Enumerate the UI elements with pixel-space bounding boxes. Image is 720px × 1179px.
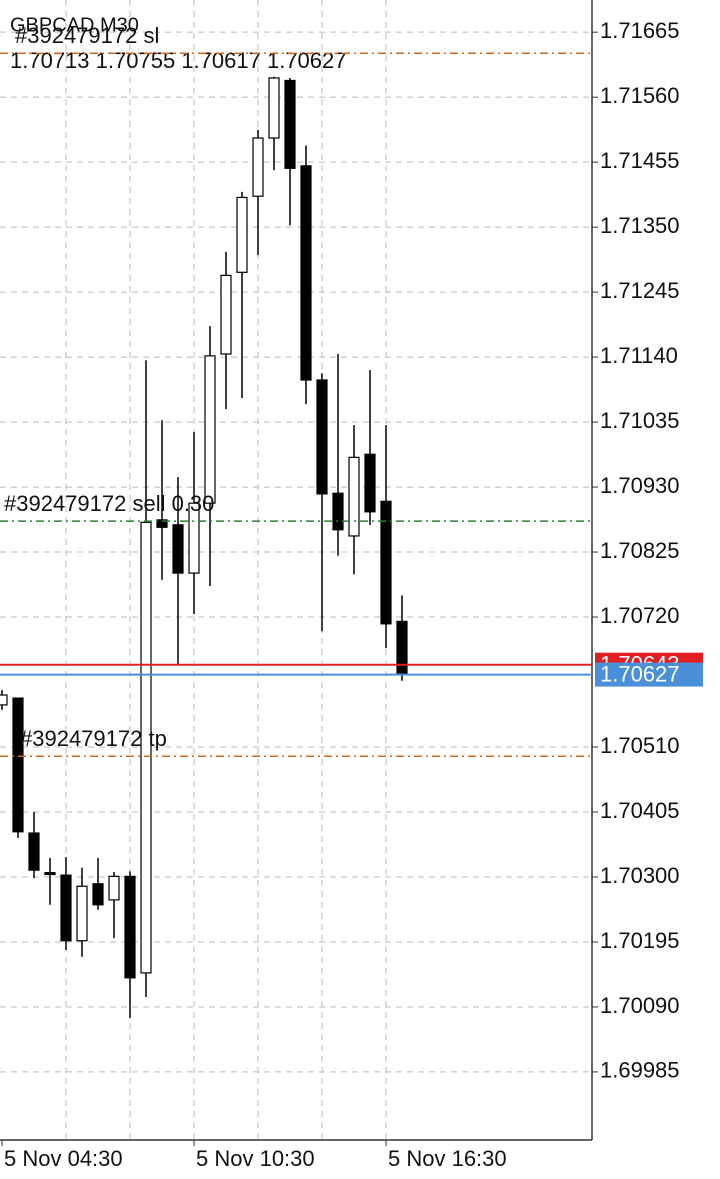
candle-body bbox=[236, 196, 248, 273]
y-tick-label: 1.70405 bbox=[600, 798, 680, 823]
y-tick-label: 1.71455 bbox=[600, 148, 680, 173]
y-tick-label: 1.69985 bbox=[600, 1058, 680, 1083]
candle-body bbox=[108, 875, 120, 901]
candle-body bbox=[76, 885, 88, 942]
y-tick-label: 1.71245 bbox=[600, 278, 680, 303]
ohlc-high: 1.70755 bbox=[96, 48, 176, 73]
candle-body bbox=[204, 355, 216, 504]
candle-body bbox=[92, 883, 104, 906]
candle-body bbox=[380, 500, 392, 625]
candle-body bbox=[140, 521, 152, 974]
candle-body bbox=[12, 697, 24, 833]
price-tag-label: 1.70627 bbox=[600, 661, 680, 686]
candle-body bbox=[300, 165, 312, 381]
chart-title: GBPCAD,M30 bbox=[10, 14, 139, 36]
ohlc-close: 1.70627 bbox=[267, 48, 347, 73]
candle-body bbox=[156, 519, 168, 528]
candle-body bbox=[268, 77, 280, 139]
candle-body bbox=[44, 872, 56, 876]
candle-body bbox=[188, 502, 200, 574]
y-tick-label: 1.70195 bbox=[600, 928, 680, 953]
level-label: #392479172 tp bbox=[20, 726, 167, 751]
y-tick-label: 1.70720 bbox=[600, 603, 680, 628]
x-tick-label: 5 Nov 10:30 bbox=[196, 1146, 315, 1171]
candle-body bbox=[396, 620, 408, 676]
candle-body bbox=[0, 694, 8, 706]
candle-body bbox=[172, 524, 184, 574]
y-tick-label: 1.70510 bbox=[600, 733, 680, 758]
level-label: #392479172 sell 0.30 bbox=[4, 491, 214, 516]
y-tick-label: 1.71560 bbox=[600, 83, 680, 108]
candle-body bbox=[284, 79, 296, 169]
candle-body bbox=[60, 874, 72, 942]
y-tick-label: 1.70930 bbox=[600, 473, 680, 498]
candle-body bbox=[220, 274, 232, 355]
candle-body bbox=[348, 456, 360, 537]
ohlc-open: 1.70713 bbox=[10, 48, 90, 73]
candle-body bbox=[124, 875, 136, 979]
candle-body bbox=[28, 832, 40, 871]
marks bbox=[0, 76, 408, 1019]
y-tick-label: 1.71140 bbox=[600, 343, 678, 368]
price-tag bbox=[595, 662, 703, 687]
level-label: #392479172 sl bbox=[15, 23, 159, 48]
ohlc-low: 1.70617 bbox=[181, 48, 261, 73]
candle-body bbox=[364, 453, 376, 513]
y-tick-label: 1.70300 bbox=[600, 863, 680, 888]
y-tick-label: 1.70090 bbox=[600, 993, 680, 1018]
y-tick-label: 1.71350 bbox=[600, 213, 680, 238]
candle-body bbox=[252, 137, 264, 197]
y-tick-label: 1.71035 bbox=[600, 408, 680, 433]
y-tick-label: 1.70825 bbox=[600, 538, 680, 563]
ohlc-readout: 1.70713 1.70755 1.70617 1.70627 bbox=[10, 48, 347, 73]
x-tick-label: 5 Nov 16:30 bbox=[388, 1146, 507, 1171]
candle-body bbox=[316, 379, 328, 495]
y-tick-label: 1.71665 bbox=[600, 18, 680, 43]
x-tick-label: 5 Nov 04:30 bbox=[4, 1146, 123, 1171]
candle-body bbox=[332, 492, 344, 531]
